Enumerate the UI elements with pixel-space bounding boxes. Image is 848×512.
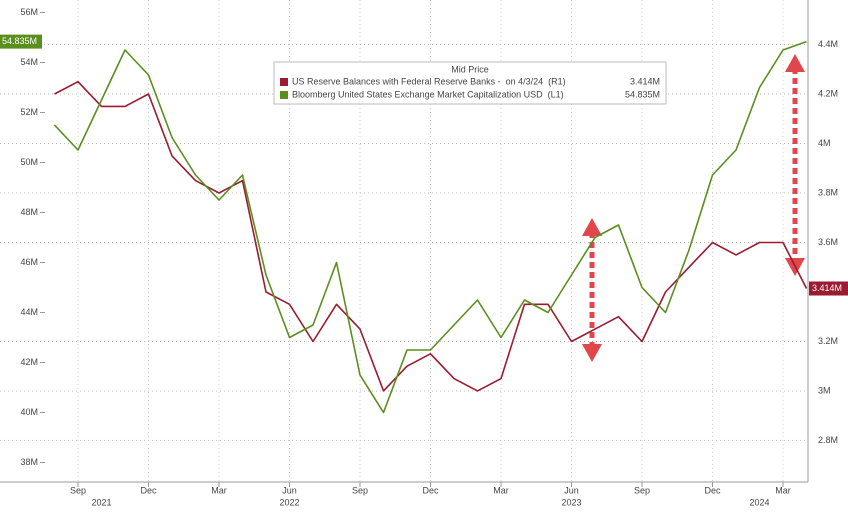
legend-swatch [280,91,288,99]
y-tick-label: 46M [20,257,38,267]
y-tick-label: 52M [20,107,38,117]
y2-tick-label: 2.8M [818,435,838,445]
x-tick-label: Sep [352,485,368,495]
y2-tick-label: 4.4M [818,39,838,49]
arrow-head [582,218,602,236]
y-tick-label: 50M [20,157,38,167]
y-tick-label: 38M [20,457,38,467]
last-value-tag [0,34,42,49]
x-tick-label: Mar [775,485,791,495]
y-tick-label: 42M [20,357,38,367]
y2-tick-label: 3.6M [818,237,838,247]
y2-tick-label: 3.2M [818,336,838,346]
last-value-label: 54.835M [2,36,37,46]
arrow-head [582,344,602,362]
y2-tick-label: 3M [818,385,831,395]
year-label: 2024 [749,497,769,507]
y2-tick-label: 4.2M [818,88,838,98]
y2-tick-label: 3.8M [818,187,838,197]
line-series [53,40,807,414]
x-tick-label: Dec [140,485,157,495]
x-tick-label: Dec [704,485,721,495]
line-series [54,80,808,392]
last-value-tag [809,281,848,296]
y-tick-label: 56M [20,7,38,17]
legend-label: Bloomberg United States Exchange Market … [292,89,564,99]
legend-title: Mid Price [451,64,489,74]
legend-value: 3.414M [630,76,660,86]
year-label: 2023 [561,497,581,507]
x-tick-label: Mar [211,485,227,495]
y2-tick-label: 4M [818,138,831,148]
last-value-label: 3.414M [812,283,842,293]
x-tick-label: Mar [493,485,509,495]
arrow-head [785,54,805,72]
legend-label: US Reserve Balances with Federal Reserve… [292,76,566,86]
legend-box [273,61,667,105]
x-tick-label: Sep [634,485,650,495]
annotation-arrows [582,54,805,362]
y-tick-label: 44M [20,307,38,317]
x-tick-label: Jun [564,485,579,495]
y-tick-label: 48M [20,207,38,217]
y-tick-label: 40M [20,407,38,417]
legend-value: 54.835M [625,89,660,99]
legend-swatch [280,78,288,86]
year-label: 2021 [91,497,111,507]
x-tick-label: Dec [422,485,439,495]
x-tick-label: Jun [282,485,297,495]
y-tick-label: 54M [20,57,38,67]
x-tick-label: Sep [70,485,86,495]
year-label: 2022 [279,497,299,507]
